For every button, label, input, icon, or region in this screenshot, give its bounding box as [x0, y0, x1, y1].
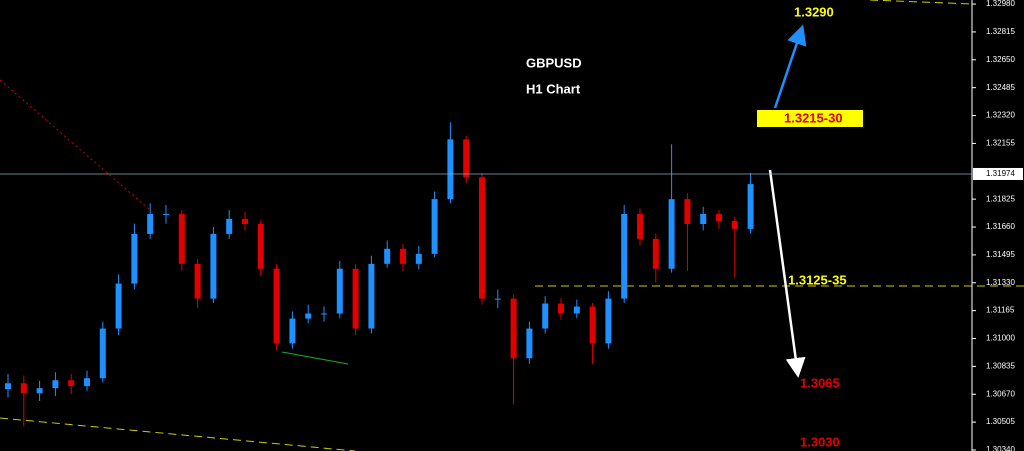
candle-body: [526, 328, 533, 359]
y-tick-label: 1.30340: [986, 445, 1015, 451]
candle-body: [510, 298, 517, 359]
y-axis: 1.32980 1.32815 1.32650 1.32485 1.32320 1.321…: [972, 0, 1023, 451]
candle-body: [52, 380, 59, 389]
candle-body: [700, 214, 707, 224]
candle-body: [368, 263, 375, 329]
candle-body: [573, 306, 580, 314]
candle-body: [463, 139, 470, 178]
candle-body: [321, 313, 327, 315]
y-tick-label: 1.32815: [986, 27, 1015, 36]
candle-body: [36, 388, 43, 394]
candle-body: [447, 139, 454, 200]
candle-body: [336, 268, 343, 314]
candle-body: [431, 199, 438, 254]
candle-body: [5, 383, 11, 390]
candle-body: [668, 199, 675, 269]
last-price-box: [973, 167, 1023, 180]
candle-body: [178, 214, 185, 264]
candle-body: [494, 298, 501, 300]
y-tick-label: 1.30670: [986, 389, 1015, 398]
candle-body: [589, 306, 596, 344]
candle-body: [384, 248, 391, 264]
y-tick-label: 1.32485: [986, 83, 1015, 92]
candle-body: [210, 233, 217, 299]
annotation: 1.3215-30: [784, 110, 843, 125]
y-tick-label: 1.30835: [986, 361, 1015, 370]
annotation: 1.3030: [800, 434, 840, 449]
y-tick-label: 1.31825: [986, 194, 1015, 203]
candle-body: [400, 248, 406, 264]
trend-line: [869, 0, 973, 5]
trend-line: [0, 417, 356, 451]
y-tick-label: 1.31495: [986, 250, 1015, 259]
chart-title: GBPUSD: [526, 55, 582, 70]
y-tick-label: 1.32155: [986, 139, 1015, 148]
candle-body: [731, 220, 738, 229]
y-tick-label: 1.32650: [986, 55, 1015, 64]
candle-body: [558, 303, 564, 314]
candle-body: [747, 184, 754, 229]
candle-body: [716, 214, 722, 221]
arrow-down: [768, 169, 806, 378]
y-tick-label: 1.32320: [986, 111, 1015, 120]
candle-body: [163, 214, 169, 216]
candle-body: [542, 303, 549, 329]
candle-body: [479, 177, 485, 299]
candle-body: [415, 253, 422, 264]
annotation: 1.3125-35: [788, 272, 847, 287]
candle-body: [684, 199, 691, 224]
y-tick-label: 1.30505: [986, 417, 1015, 426]
target-box: [757, 110, 863, 127]
y-tick-label: 1.31165: [986, 306, 1015, 315]
candle-body: [605, 298, 612, 344]
candle-body: [273, 268, 280, 344]
candle-body: [131, 233, 138, 284]
candle-body: [621, 214, 628, 299]
candle-body: [352, 268, 359, 329]
candle-body: [194, 263, 201, 299]
candle-body: [115, 283, 122, 329]
candle-body: [147, 214, 154, 234]
last-price-label: 1.31974: [986, 169, 1015, 178]
candle-body: [305, 313, 312, 319]
candle-body: [289, 318, 296, 344]
candle-body: [242, 218, 248, 224]
candles: [0, 122, 972, 427]
candle-body: [20, 383, 27, 394]
annotation: 1.3290: [794, 4, 834, 19]
annotation: 1.3065: [800, 375, 840, 390]
candle-body: [226, 218, 233, 234]
candle-body: [637, 214, 643, 239]
candle-body: [652, 238, 659, 269]
y-tick-label: 1.32980: [986, 0, 1015, 8]
candle-body: [257, 223, 264, 269]
arrow-up: [773, 24, 807, 109]
trend-line: [0, 79, 151, 211]
trend-line: [281, 351, 349, 365]
y-tick-label: 1.31660: [986, 222, 1015, 231]
y-tick-label: 1.31330: [986, 278, 1015, 287]
chart-subtitle: H1 Chart: [526, 81, 581, 96]
candle-body: [84, 378, 90, 387]
y-tick-label: 1.31000: [986, 334, 1015, 343]
candle-body: [99, 328, 106, 379]
candle-body: [68, 380, 75, 387]
